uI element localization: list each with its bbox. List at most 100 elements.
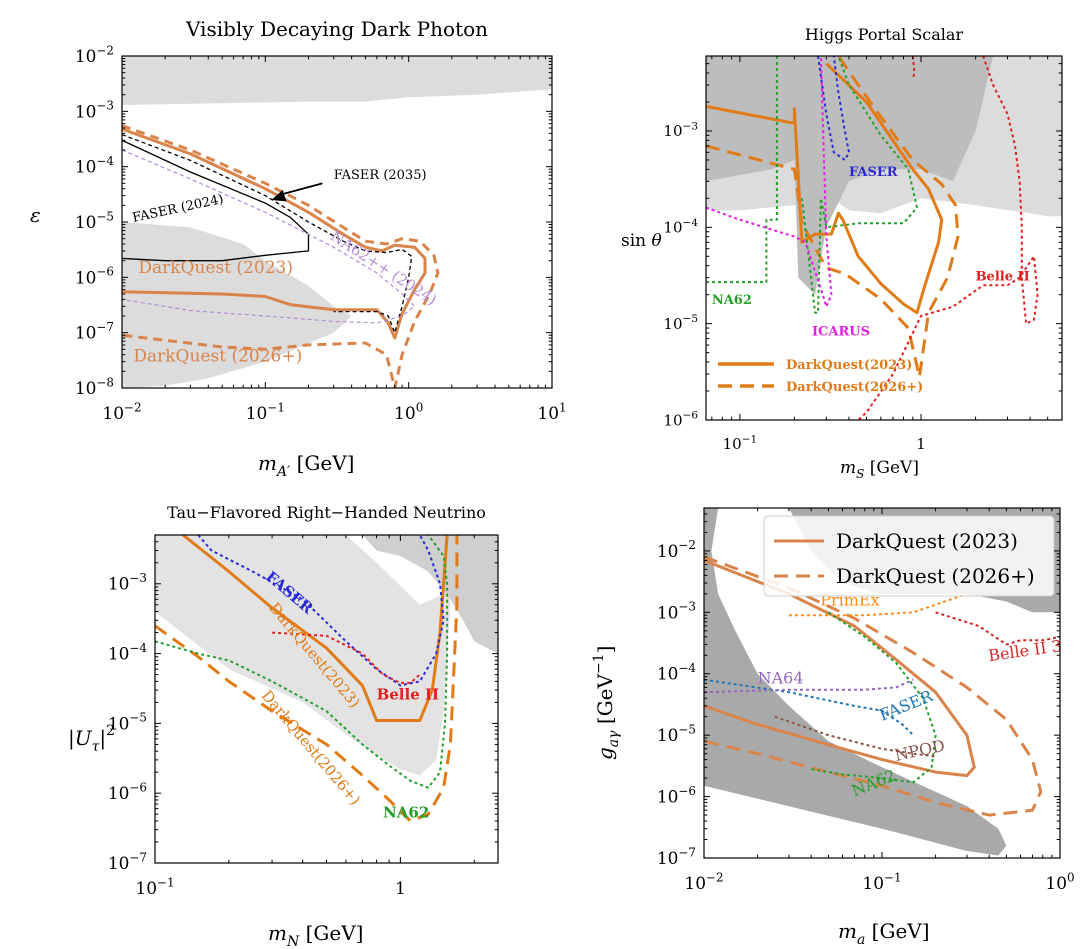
legend-label-2: DarkQuest (2026+)	[836, 564, 1035, 588]
series-line-5	[122, 149, 416, 324]
series-line-3	[155, 535, 449, 789]
series-line-5	[817, 56, 850, 161]
series-label-5: NA62	[383, 803, 429, 821]
series-label-4: DarkQuest (2023)	[138, 258, 293, 278]
annotation-arrow-line	[279, 182, 323, 196]
x-tick-label-2: 1	[395, 879, 406, 899]
x-tick-label-2: 10−1	[246, 400, 285, 424]
series-line-4	[800, 56, 918, 314]
x-tick-label-1: 10−1	[723, 433, 758, 453]
plot-area: FASER NA62 ICARUS Belle II	[706, 56, 1062, 420]
series-label-4: Belle II	[976, 270, 1030, 285]
chart-panel-1: FASER (2035) FASER (2024) NA62++ (2024) Dar…	[75, 17, 567, 424]
y-tick-label-5: 10−3	[657, 600, 696, 624]
y-tick-label-1: 10−7	[657, 845, 696, 869]
x-axis-label: mN [GeV]	[268, 921, 363, 949]
x-tick-label-2: 10−1	[862, 870, 901, 894]
excluded-region-2	[706, 56, 994, 295]
plot-frame	[705, 55, 1063, 421]
y-tick-label-4: 10−4	[108, 641, 147, 665]
x-tick-label-4: 101	[537, 400, 566, 424]
series-line-1	[122, 127, 427, 340]
x-tick-label-3: 100	[1045, 870, 1074, 894]
chart-title: Visibly Decaying Dark Photon	[185, 17, 488, 41]
series-line-7	[788, 592, 968, 617]
series-line-2	[706, 56, 960, 379]
series-label-4: FASER	[876, 686, 936, 725]
series-line-2	[704, 555, 1043, 817]
series-line-3	[706, 56, 778, 284]
y-tick-label-2: 10−7	[75, 320, 114, 344]
x-axis-label: mS [GeV]	[840, 458, 919, 481]
series-line-8	[935, 611, 1060, 646]
x-tick-label-3: 100	[394, 400, 423, 424]
excluded-region-2	[362, 535, 498, 654]
series-line-6	[774, 715, 936, 758]
y-tick-label-1: 10−7	[108, 850, 147, 874]
series-label-3: ICARUS	[812, 325, 870, 340]
x-tick-label-1: 10−2	[684, 870, 723, 894]
y-tick-label-2: 10−6	[108, 780, 147, 804]
y-tick-label-3: 10−4	[663, 217, 698, 237]
y-tick-label-3: 10−5	[657, 722, 696, 746]
series-line-8	[857, 56, 1039, 420]
series-label-1: FASER	[849, 165, 898, 180]
chart-title: Higgs Portal Scalar	[805, 25, 964, 44]
series-line-2	[122, 124, 440, 388]
series-label-3: NA62++ (2024)	[327, 227, 440, 309]
y-axis-label: sin θ	[621, 231, 662, 251]
y-tick-label-5: 10−3	[108, 571, 147, 595]
series-line-4	[197, 535, 445, 687]
chart-panel-2: FASER NA62 ICARUS Belle II DarkQuest(2023) Da…	[663, 25, 1063, 453]
y-tick-label-4: 10−3	[663, 120, 698, 140]
series-line-5	[704, 678, 914, 694]
series-label-5: DarkQuest (2026+)	[133, 347, 302, 367]
y-tick-label-1: 10−6	[663, 410, 698, 430]
x-axis-label: mA′ [GeV]	[258, 451, 354, 480]
series-line-5	[272, 631, 421, 684]
x-axis-label: ma [GeV]	[838, 919, 930, 948]
y-tick-label-4: 10−5	[75, 209, 114, 233]
series-label-3: NA64	[758, 668, 804, 687]
y-tick-label-6: 10−2	[657, 538, 696, 562]
series-label-3: Belle II	[377, 685, 439, 703]
y-axis-label: ε	[30, 203, 41, 227]
x-tick-label-2: 1	[916, 435, 926, 453]
series-label-2: NA62	[712, 293, 752, 308]
excluded-region-1	[155, 535, 451, 776]
y-tick-label-5: 10−4	[75, 154, 114, 178]
y-axis-label: |Uτ|2	[68, 723, 115, 755]
series-line-7	[911, 56, 916, 79]
y-tick-label-2: 10−5	[663, 313, 698, 333]
axis-ticks	[121, 55, 553, 389]
series-label-2: FASER (2024)	[131, 192, 225, 226]
series-label-5: NPOD	[893, 736, 947, 765]
y-tick-label-4: 10−4	[657, 661, 696, 685]
series-line-1	[706, 62, 944, 315]
chart-title: Tau−Flavored Right−Handed Neutrino	[167, 503, 486, 522]
axis-ticks	[706, 55, 1063, 421]
y-tick-label-3: 10−5	[108, 711, 147, 735]
y-tick-label-2: 10−6	[657, 784, 696, 808]
annotation-arrow-head	[271, 189, 287, 202]
excluded-region-1	[122, 56, 552, 261]
legend-label-1: DarkQuest(2023)	[786, 358, 912, 373]
series-line-2	[155, 535, 459, 823]
y-tick-label-6: 10−3	[75, 99, 114, 123]
y-axis-label: gaγ [GeV−1]	[591, 646, 622, 760]
x-tick-label-1: 10−2	[102, 400, 141, 424]
legend-label-1: DarkQuest (2023)	[836, 529, 1018, 553]
series-line-4	[122, 133, 413, 334]
excluded-region-1	[704, 508, 1007, 856]
axis-ticks	[703, 507, 1061, 859]
y-tick-label-1: 10−8	[75, 375, 114, 399]
y-tick-label-7: 10−2	[75, 43, 114, 67]
series-line-3	[122, 139, 310, 262]
series-line-1	[704, 559, 976, 778]
legend-box	[763, 515, 1055, 597]
y-tick-label-3: 10−6	[75, 265, 114, 289]
